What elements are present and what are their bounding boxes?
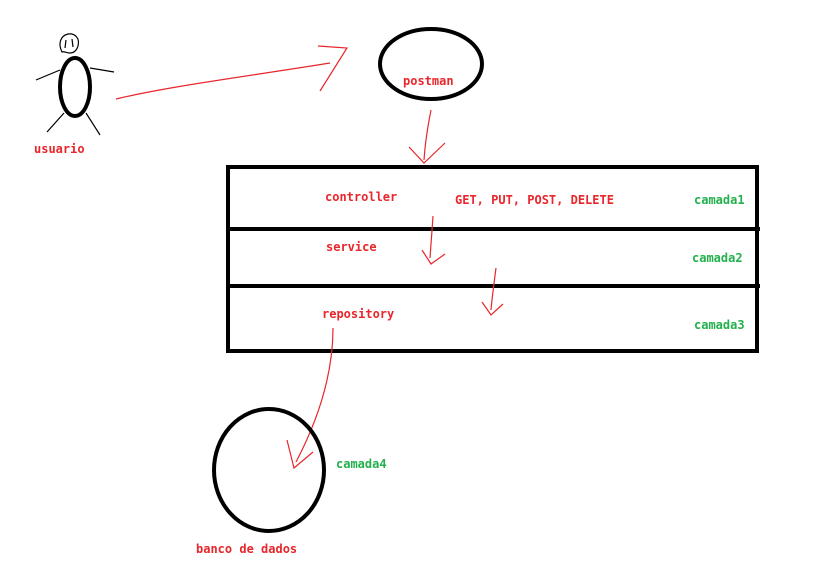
arrow-service-to-repository bbox=[481, 267, 504, 316]
arrow-postman-to-controller bbox=[408, 109, 446, 164]
user-head bbox=[59, 33, 80, 54]
user-stick-figure bbox=[35, 33, 115, 136]
arrow-user-to-postman bbox=[115, 45, 349, 100]
arrow-repository-to-database bbox=[286, 327, 334, 470]
database-circle bbox=[212, 407, 326, 533]
controller-label: controller bbox=[325, 190, 398, 204]
layer2-tag: camada2 bbox=[692, 251, 743, 265]
service-label: service bbox=[326, 240, 377, 254]
arrow-controller-to-service bbox=[421, 215, 446, 265]
layers-box-outline bbox=[226, 165, 759, 353]
postman-label: postman bbox=[403, 74, 454, 88]
user-leg-left bbox=[46, 112, 65, 133]
postman-ellipse bbox=[378, 27, 484, 101]
user-label: usuario bbox=[34, 142, 85, 156]
user-arm-left bbox=[35, 69, 61, 81]
user-arm-right bbox=[89, 67, 115, 73]
layer1-tag: camada1 bbox=[694, 193, 745, 207]
database-tag: camada4 bbox=[336, 457, 387, 471]
http-methods-label: GET, PUT, POST, DELETE bbox=[455, 193, 614, 207]
layer3-tag: camada3 bbox=[694, 318, 745, 332]
repository-label: repository bbox=[322, 307, 395, 321]
user-leg-right bbox=[85, 112, 101, 136]
database-label: banco de dados bbox=[196, 542, 298, 556]
user-body bbox=[58, 56, 92, 118]
